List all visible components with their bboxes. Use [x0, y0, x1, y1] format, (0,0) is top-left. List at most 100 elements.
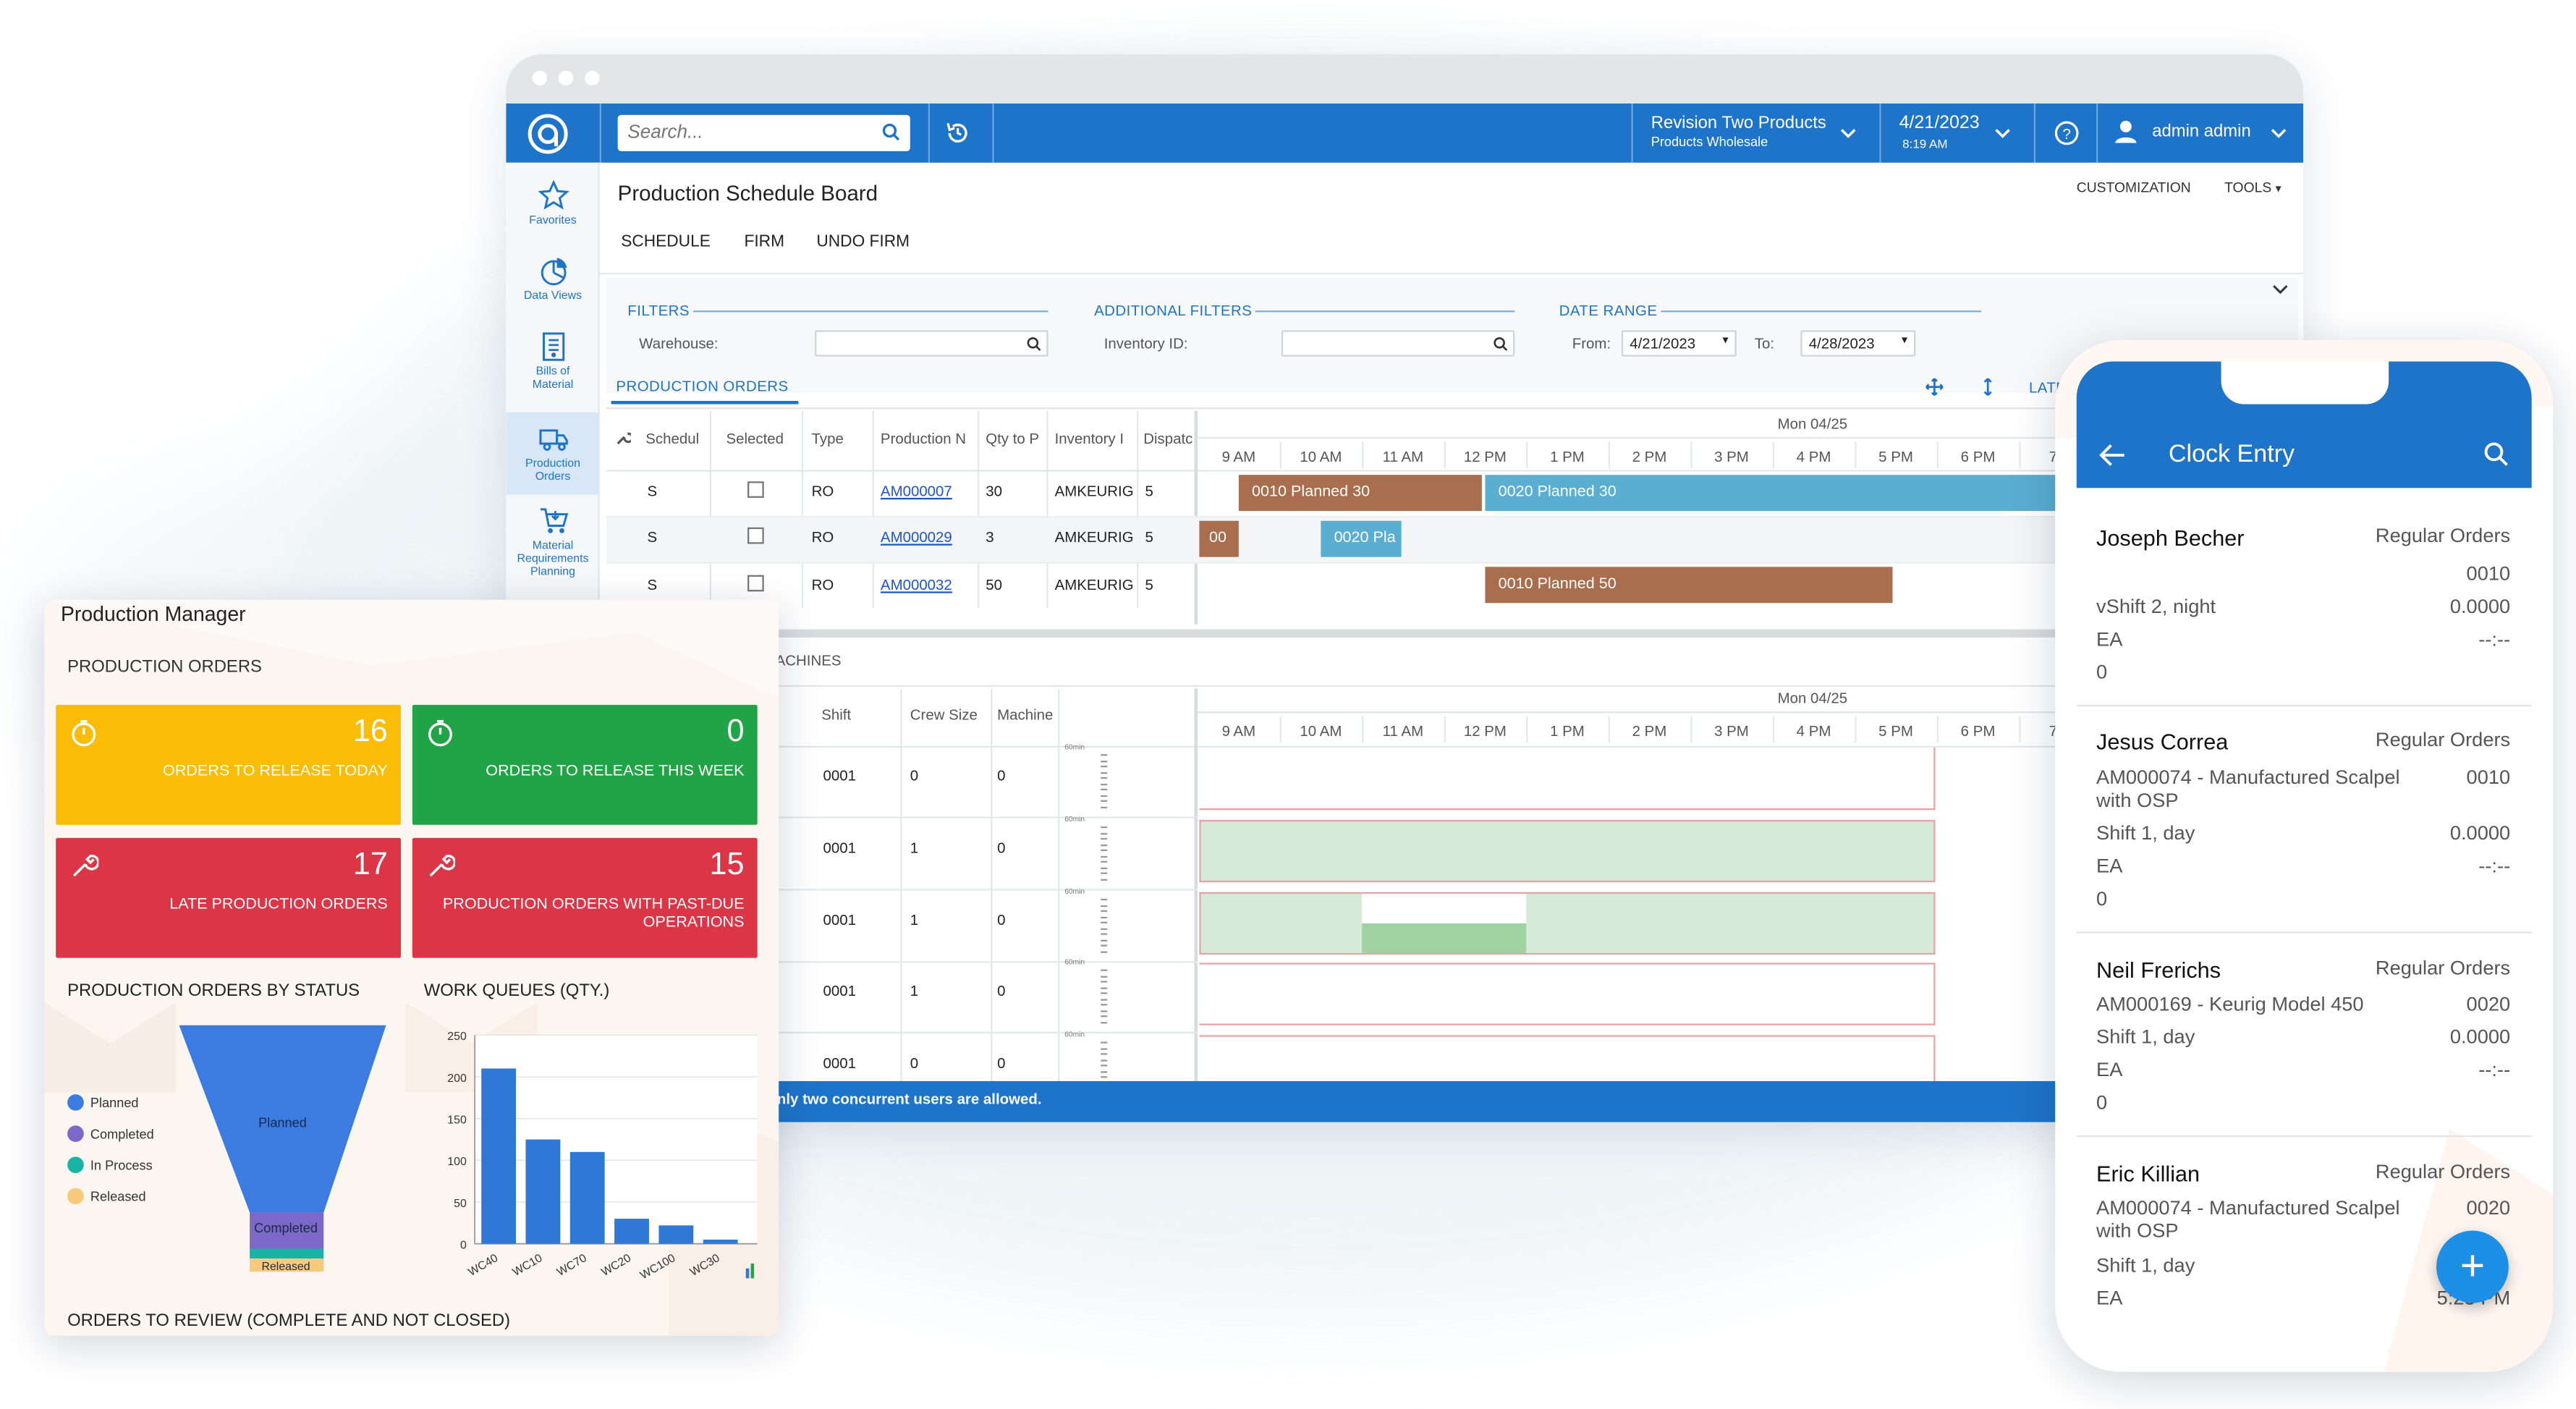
history-icon[interactable]	[944, 120, 970, 146]
col-dispatch[interactable]: Dispatc	[1143, 430, 1193, 447]
window-dot[interactable]	[585, 70, 600, 86]
firm-button[interactable]: FIRM	[744, 233, 785, 252]
bar[interactable]	[569, 1151, 605, 1244]
tools-label: TOOLS	[2224, 179, 2272, 196]
bar[interactable]	[525, 1139, 561, 1244]
move-icon[interactable]	[1925, 378, 1944, 396]
tools-menu[interactable]: TOOLS ▾	[2224, 179, 2281, 195]
search-box[interactable]	[617, 114, 910, 151]
order-link[interactable]: AM000007	[880, 483, 952, 500]
search-icon[interactable]	[1027, 337, 1041, 351]
resize-vertical-icon[interactable]	[1981, 378, 1994, 396]
row-checkbox[interactable]	[747, 527, 764, 544]
funnel-in-process[interactable]	[250, 1248, 324, 1259]
tile-past-due-operations[interactable]: 15 PRODUCTION ORDERS WITH PAST-DUE OPERA…	[412, 837, 758, 958]
legend-item[interactable]: Released	[67, 1188, 146, 1205]
order-link[interactable]: AM000029	[880, 529, 952, 546]
operation-bar[interactable]: 00	[1199, 520, 1239, 557]
schedule-button[interactable]: SCHEDULE	[621, 233, 711, 252]
nav-favorites[interactable]: Favorites	[506, 179, 599, 251]
col-selected[interactable]: Selected	[726, 430, 784, 447]
order-dispatch: 5	[1145, 483, 1153, 500]
stopwatch-icon	[428, 720, 452, 747]
col-shift[interactable]: Shift	[821, 706, 852, 723]
caret-down-icon[interactable]: ▾	[1722, 335, 1729, 347]
funnel-label-planned: Planned	[258, 1115, 307, 1130]
funnel-label-completed: Completed	[254, 1221, 318, 1235]
production-manager-dashboard: Production Manager PRODUCTION ORDERS 16 …	[44, 599, 779, 1336]
operation-bar[interactable]: 0010 Planned 50	[1485, 567, 1893, 604]
to-date-field[interactable]: 4/28/2023 ▾	[1800, 330, 1916, 357]
operation-bar[interactable]: 0020 Pla	[1321, 520, 1402, 557]
warehouse-field[interactable]	[815, 330, 1048, 357]
window-dot[interactable]	[558, 70, 574, 86]
col-schedule[interactable]: Schedul	[645, 430, 700, 447]
funnel-planned[interactable]	[179, 1025, 386, 1213]
help-icon[interactable]: ?	[2054, 120, 2080, 146]
inventory-id-field[interactable]	[1281, 330, 1515, 357]
orders-to-review-title: ORDERS TO REVIEW (COMPLETE AND NOT CLOSE…	[67, 1311, 511, 1332]
back-arrow-icon[interactable]	[2099, 444, 2126, 467]
bar[interactable]	[658, 1225, 694, 1244]
col-inventory[interactable]: Inventory I	[1054, 430, 1124, 447]
acumatica-logo-icon[interactable]	[526, 111, 570, 156]
nav-label: Favorites	[529, 215, 577, 227]
col-type[interactable]: Type	[811, 430, 844, 447]
row-checkbox[interactable]	[747, 481, 764, 498]
funnel-completed[interactable]	[250, 1212, 324, 1249]
customization-menu[interactable]: CUSTOMIZATION	[2076, 179, 2191, 196]
nav-data-views[interactable]: Data Views	[506, 255, 599, 327]
nav-material-requirements-planning[interactable]: Material Requirements Planning	[506, 504, 599, 590]
col-crew-size[interactable]: Crew Size	[910, 706, 978, 723]
legend-item[interactable]: Planned	[67, 1094, 139, 1111]
quantity: 0	[2096, 1091, 2108, 1114]
branch-name: Products Wholesale	[1651, 135, 1768, 150]
bar[interactable]	[614, 1219, 649, 1244]
undo-firm-button[interactable]: UNDO FIRM	[816, 233, 910, 252]
order-inventory: AMKEURIG	[1054, 483, 1134, 500]
search-icon[interactable]	[882, 123, 900, 141]
hour-label: 9 AM	[1221, 448, 1256, 465]
col-qty[interactable]: Qty to P	[986, 430, 1040, 447]
order-type: Regular Orders	[2375, 524, 2511, 548]
search-icon[interactable]	[2484, 442, 2509, 467]
collapse-chevron-icon[interactable]	[2272, 284, 2289, 296]
tile-late-production-orders[interactable]: 17 LATE PRODUCTION ORDERS	[56, 837, 401, 958]
wrench-icon[interactable]	[614, 431, 631, 447]
operation-bar[interactable]: 0010 Planned 30	[1238, 475, 1482, 512]
minutes-label: 60min	[1064, 1030, 1085, 1038]
tile-orders-release-today[interactable]: 16 ORDERS TO RELEASE TODAY	[56, 705, 401, 825]
hour-label: 11 AM	[1382, 722, 1424, 740]
search-icon[interactable]	[1494, 337, 1508, 351]
chart-menu-icon[interactable]	[750, 1263, 755, 1279]
operation-id: 0020	[2466, 992, 2511, 1016]
nav-bills-of-material[interactable]: Bills of Material	[506, 330, 599, 409]
legend-item[interactable]: In Process	[67, 1156, 153, 1174]
caret-down-icon[interactable]: ▾	[1901, 335, 1907, 347]
search-input[interactable]	[617, 114, 865, 151]
from-date-field[interactable]: 4/21/2023 ▾	[1621, 330, 1737, 357]
truck-icon	[538, 429, 567, 451]
add-entry-button[interactable]: +	[2436, 1230, 2509, 1303]
row-checkbox[interactable]	[747, 575, 764, 592]
window-dot[interactable]	[532, 70, 548, 86]
legend-item[interactable]: Completed	[67, 1125, 154, 1142]
order-qty: 3	[986, 529, 994, 546]
bar[interactable]	[703, 1239, 738, 1244]
funnel-released[interactable]	[250, 1258, 324, 1272]
nav-production-orders[interactable]: Production Orders	[506, 412, 600, 495]
legend-swatch	[67, 1094, 84, 1111]
caret-down-icon: ▾	[2275, 184, 2281, 196]
item-description: with OSP	[2096, 1219, 2179, 1243]
hour-label: 3 PM	[1714, 448, 1749, 465]
operation-bar[interactable]: 0020 Planned 30	[1485, 475, 2061, 512]
work-queues-bar-chart: 0 50 100 150 200 250 WC40 WC10 WC70 WC20 WC100 WC30	[447, 1031, 758, 1282]
tab-production-orders[interactable]: PRODUCTION ORDERS	[616, 378, 789, 394]
chart-menu-icon[interactable]	[745, 1268, 750, 1279]
bar[interactable]	[481, 1068, 517, 1244]
order-link[interactable]: AM000032	[880, 576, 952, 593]
tile-orders-release-week[interactable]: 0 ORDERS TO RELEASE THIS WEEK	[412, 705, 758, 825]
col-machine[interactable]: Machine	[997, 706, 1054, 723]
clock-time: --:--	[2478, 854, 2511, 878]
col-production-nbr[interactable]: Production N	[880, 430, 967, 447]
